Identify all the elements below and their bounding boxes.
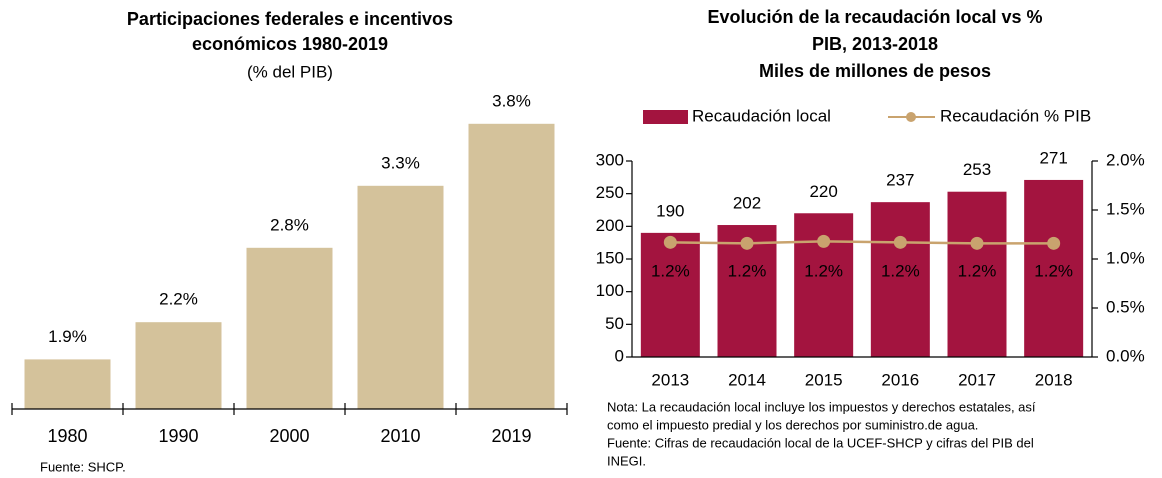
y2-tick-label: 0.0% — [1106, 346, 1145, 365]
x-tick-label: 1990 — [158, 426, 198, 446]
bar — [135, 322, 222, 409]
line — [670, 240, 1054, 245]
note: INEGI. — [607, 453, 646, 468]
value-label: 1.2% — [651, 261, 690, 280]
line-marker — [817, 234, 831, 248]
x-tick-label: 2019 — [491, 426, 531, 446]
bar — [357, 185, 444, 409]
chart-title: PIB, 2013-2018 — [812, 34, 938, 54]
note: Nota: La recaudación local incluye los i… — [607, 399, 1036, 414]
chart-subtitle: (% del PIB) — [247, 62, 333, 81]
value-label: 2.2% — [159, 290, 198, 309]
bar — [870, 202, 930, 357]
line-marker — [663, 235, 677, 249]
y-tick-label: 150 — [596, 248, 624, 267]
y-tick-label: 100 — [596, 281, 624, 300]
x-tick-label: 2014 — [728, 370, 766, 389]
x-tick-label: 2016 — [881, 370, 919, 389]
line-marker — [740, 236, 754, 250]
line-marker — [893, 235, 907, 249]
x-tick-label: 2017 — [958, 370, 996, 389]
value-label: 1.2% — [804, 261, 843, 280]
x-tick-label: 2018 — [1035, 370, 1073, 389]
note: Fuente: Cifras de recaudación local de l… — [607, 435, 1034, 450]
value-label: 220 — [809, 182, 837, 201]
bar — [794, 213, 854, 357]
bar — [947, 191, 1007, 357]
legend-label: Recaudación local — [692, 106, 831, 125]
value-label: 1.2% — [1034, 261, 1073, 280]
line-marker — [1047, 236, 1061, 250]
y2-tick-label: 1.5% — [1106, 199, 1145, 218]
value-label: 237 — [886, 171, 914, 190]
value-label: 190 — [656, 201, 684, 220]
y2-tick-label: 0.5% — [1106, 297, 1145, 316]
value-label: 2.8% — [270, 215, 309, 234]
value-label: 1.2% — [881, 261, 920, 280]
chart-title: Miles de millones de pesos — [759, 61, 991, 81]
value-label: 3.3% — [381, 153, 420, 172]
bar — [24, 359, 111, 409]
bar — [468, 123, 555, 410]
value-label: 253 — [963, 160, 991, 179]
x-tick-label: 2013 — [651, 370, 689, 389]
value-label: 202 — [733, 194, 761, 213]
bar — [1024, 179, 1084, 357]
source: Fuente: SHCP. — [40, 459, 126, 474]
y-tick-label: 50 — [605, 314, 624, 333]
x-tick-label: 1980 — [47, 426, 87, 446]
x-tick-label: 2015 — [805, 370, 843, 389]
y-tick-label: 300 — [596, 150, 624, 169]
value-label: 271 — [1039, 148, 1067, 167]
line-marker — [970, 236, 984, 250]
bar — [246, 247, 333, 409]
chart-title: económicos 1980-2019 — [192, 34, 388, 54]
chart-title: Evolución de la recaudación local vs % — [707, 7, 1042, 27]
bar — [640, 232, 700, 357]
y2-tick-label: 1.0% — [1106, 248, 1145, 267]
y-tick-label: 250 — [596, 183, 624, 202]
value-label: 1.2% — [728, 261, 767, 280]
note: como el impuesto predial y los derechos … — [607, 417, 978, 432]
legend-swatch — [906, 112, 916, 122]
value-label: 1.9% — [48, 327, 87, 346]
y-tick-label: 200 — [596, 216, 624, 235]
legend-swatch — [643, 110, 688, 124]
legend-label: Recaudación % PIB — [940, 106, 1091, 125]
x-tick-label: 2010 — [380, 426, 420, 446]
y2-tick-label: 2.0% — [1106, 150, 1145, 169]
value-label: 3.8% — [492, 91, 531, 110]
x-tick-label: 2000 — [269, 426, 309, 446]
y-tick-label: 0 — [615, 346, 624, 365]
value-label: 1.2% — [958, 261, 997, 280]
chart-title: Participaciones federales e incentivos — [127, 9, 453, 29]
